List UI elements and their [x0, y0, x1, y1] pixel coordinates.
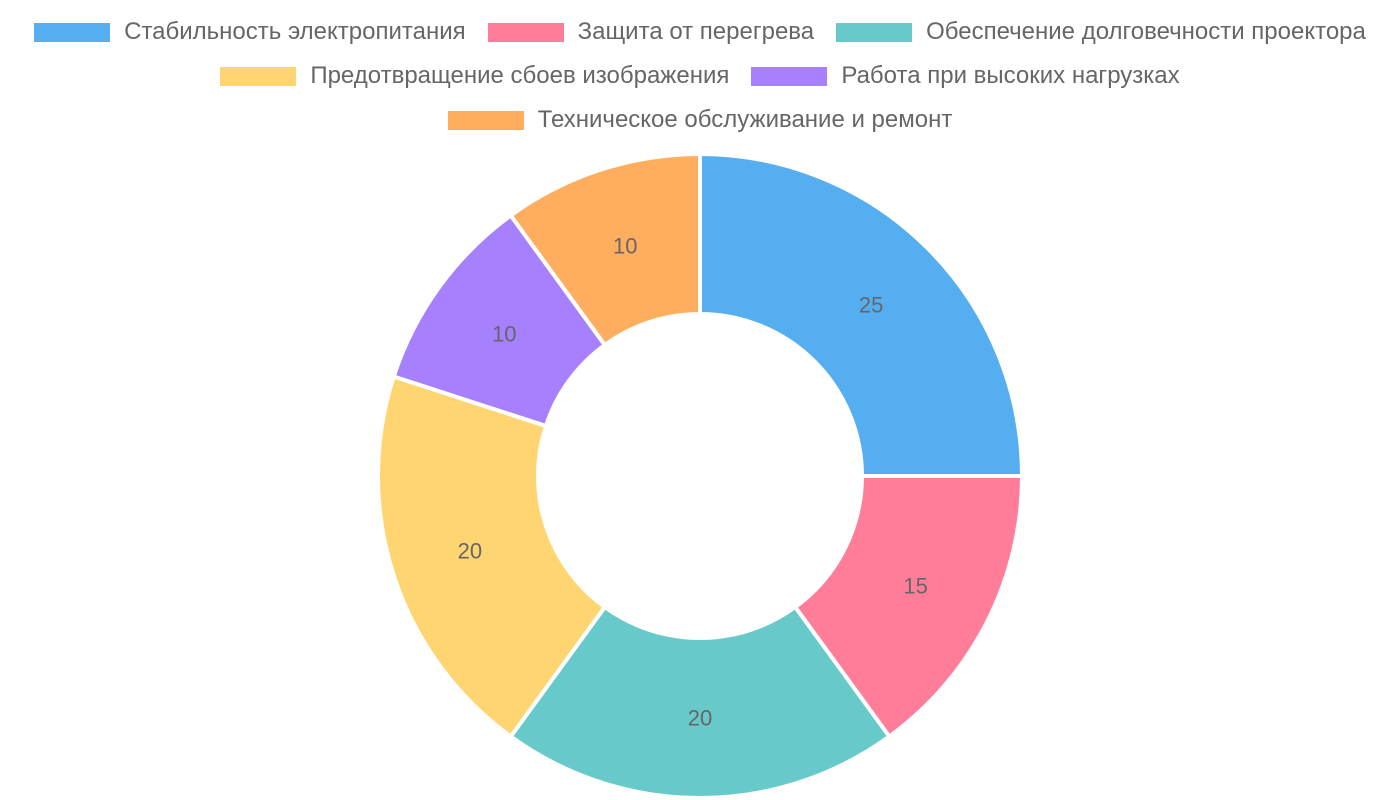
slice-value-label-power-stability: 25 [859, 292, 883, 317]
legend-item-power-stability[interactable]: Стабильность электропитания [34, 18, 466, 46]
slice-value-label-projector-durability: 20 [688, 706, 712, 731]
slice-value-label-image-failure-prevention: 20 [458, 538, 482, 563]
legend-row-1: Стабильность электропитания Защита от пе… [0, 10, 1400, 54]
legend-item-projector-durability[interactable]: Обеспечение долговечности проектора [836, 18, 1366, 46]
slice-overheat-protection[interactable] [792, 474, 1025, 740]
slice-value-label-overheat-protection: 15 [903, 573, 927, 598]
legend-row-2: Предотвращение сбоев изображения Работа … [0, 54, 1400, 98]
legend-swatch [447, 110, 524, 130]
slice-maintenance-repair[interactable] [507, 151, 702, 348]
legend-swatch [836, 22, 913, 42]
legend-label: Обеспечение долговечности проектора [926, 18, 1366, 45]
slice-image-failure-prevention[interactable] [376, 373, 608, 740]
chart-legend: Стабильность электропитания Защита от пе… [0, 10, 1400, 142]
legend-label: Защита от перегрева [577, 18, 815, 45]
legend-label: Стабильность электропитания [124, 18, 466, 45]
legend-row-3: Техническое обслуживание и ремонт [0, 98, 1400, 142]
legend-item-image-failure-prevention[interactable]: Предотвращение сбоев изображения [220, 62, 729, 90]
legend-label: Техническое обслуживание и ремонт [537, 106, 953, 133]
legend-swatch [220, 66, 297, 86]
legend-swatch [34, 22, 111, 42]
slice-power-stability[interactable] [698, 151, 1025, 478]
slice-value-label-maintenance-repair: 10 [613, 233, 637, 258]
legend-item-overheat-protection[interactable]: Защита от перегрева [487, 18, 815, 46]
legend-swatch [751, 66, 828, 86]
legend-label: Работа при высоких нагрузках [841, 62, 1180, 89]
slice-projector-durability[interactable] [507, 604, 893, 800]
slice-value-label-high-load-operation: 10 [492, 321, 516, 346]
legend-label: Предотвращение сбоев изображения [310, 62, 730, 89]
legend-swatch [487, 22, 564, 42]
legend-item-maintenance-repair[interactable]: Техническое обслуживание и ремонт [447, 106, 953, 134]
legend-item-high-load-operation[interactable]: Работа при высоких нагрузках [751, 62, 1180, 90]
